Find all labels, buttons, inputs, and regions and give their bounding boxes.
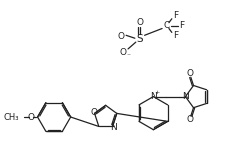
Text: O: O: [186, 69, 193, 78]
Text: N: N: [182, 92, 189, 101]
Text: ⁻: ⁻: [126, 51, 130, 60]
Text: O: O: [186, 115, 193, 124]
Text: O: O: [90, 108, 97, 117]
Text: +: +: [155, 90, 160, 95]
Text: N: N: [150, 92, 157, 101]
Text: O: O: [136, 18, 143, 27]
Text: S: S: [136, 34, 143, 44]
Text: N: N: [110, 123, 117, 132]
Text: O: O: [118, 32, 125, 41]
Text: F: F: [179, 21, 184, 30]
Text: F: F: [173, 31, 178, 40]
Text: C: C: [164, 21, 170, 30]
Text: F: F: [173, 11, 178, 20]
Text: O: O: [120, 48, 127, 57]
Text: CH₃: CH₃: [4, 113, 19, 122]
Text: O: O: [27, 113, 34, 122]
